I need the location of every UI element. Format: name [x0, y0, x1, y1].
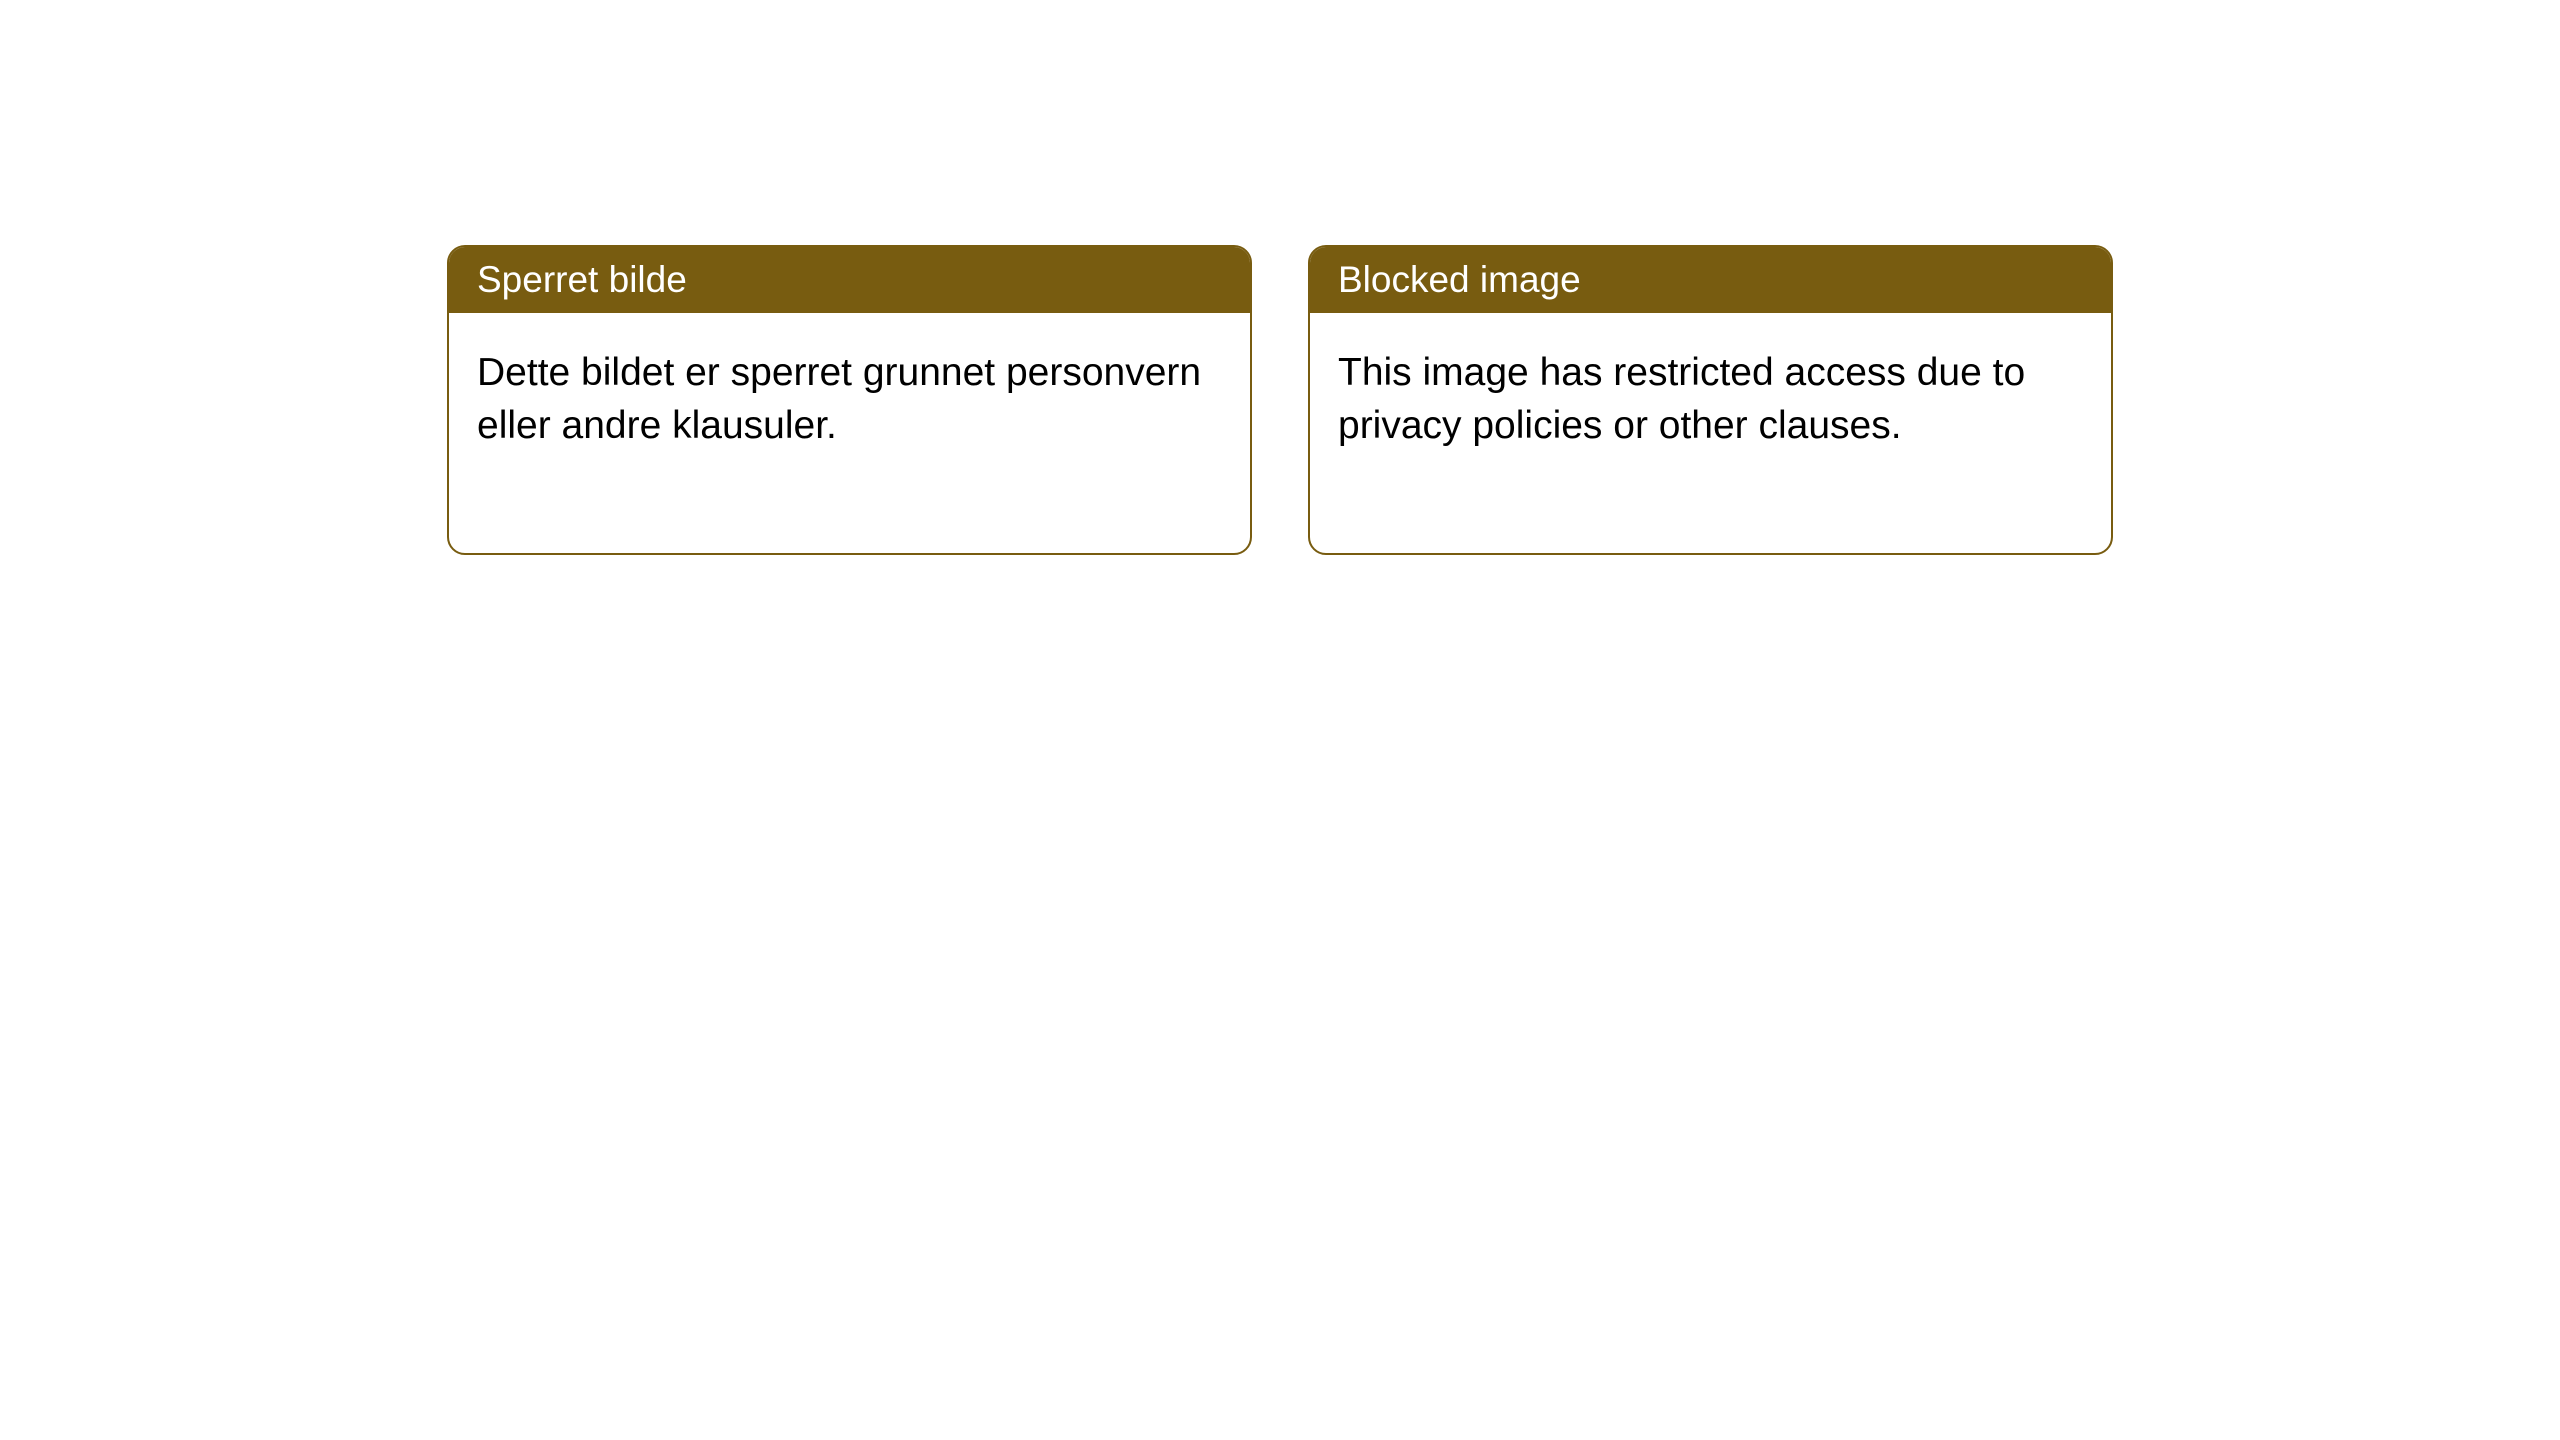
notice-container: Sperret bilde Dette bildet er sperret gr… [0, 0, 2560, 555]
notice-message-english: This image has restricted access due to … [1310, 313, 2111, 553]
notice-title-english: Blocked image [1310, 247, 2111, 313]
notice-card-english: Blocked image This image has restricted … [1308, 245, 2113, 555]
notice-title-norwegian: Sperret bilde [449, 247, 1250, 313]
notice-card-norwegian: Sperret bilde Dette bildet er sperret gr… [447, 245, 1252, 555]
notice-message-norwegian: Dette bildet er sperret grunnet personve… [449, 313, 1250, 553]
